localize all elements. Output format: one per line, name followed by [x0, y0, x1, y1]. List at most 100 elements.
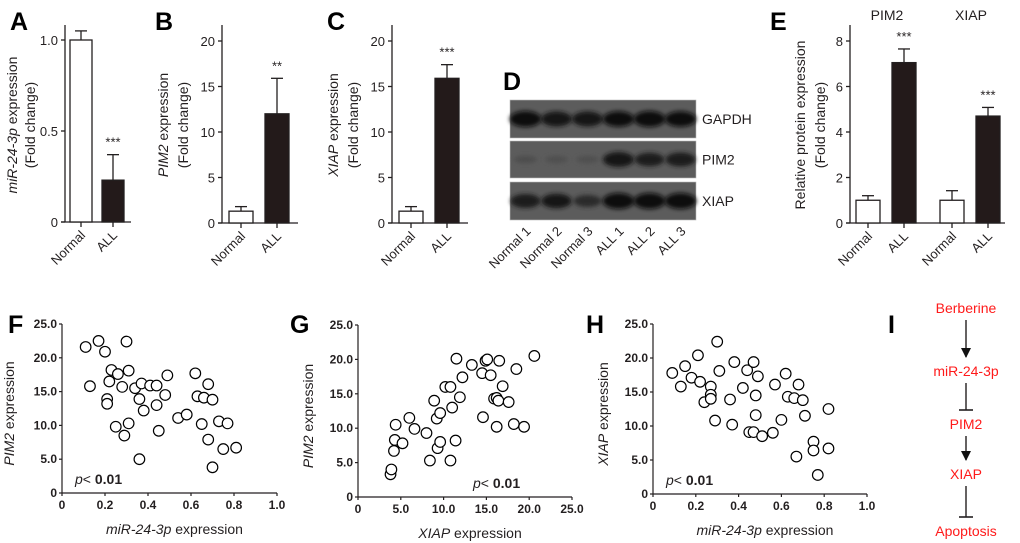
data-point: [99, 345, 111, 358]
bar-normal: [398, 210, 424, 224]
x-axis-label: XIAP expression: [417, 525, 522, 541]
blot-band: [513, 155, 538, 164]
y-axis-label-rest: expression: [595, 362, 611, 434]
y-tick-label: 20.0: [330, 352, 354, 366]
data-point: [84, 380, 96, 393]
panel-letter: F: [8, 311, 23, 339]
y-axis-label-italic: PIM2: [300, 435, 316, 468]
y-axis-label-line2: (Fold change): [175, 82, 191, 168]
x-tick-label: 5.0: [392, 502, 409, 516]
y-axis-label: Relative protein expression: [792, 41, 808, 210]
data-point: [741, 364, 754, 377]
p-symbol: p: [472, 475, 481, 491]
arrowhead-icon: [961, 348, 971, 358]
y-tick-label: 4: [836, 125, 843, 140]
y-tick-label: 25.0: [625, 317, 649, 331]
panel-letter: B: [155, 8, 173, 36]
x-tick-label: Normal: [378, 228, 418, 268]
data-point: [799, 409, 811, 422]
p-value: 0.01: [493, 475, 520, 491]
y-tick-label: 15: [371, 80, 385, 95]
data-point: [434, 407, 447, 419]
y-tick-label: 25.0: [330, 318, 354, 332]
significance-stars: ***: [105, 135, 120, 150]
data-point: [713, 365, 726, 377]
bar-all: [264, 113, 290, 224]
y-tick-label: 20: [201, 34, 215, 49]
data-point: [751, 370, 764, 383]
y-axis-label: XIAP expression: [595, 362, 611, 467]
blot-band: [602, 111, 635, 127]
data-point: [206, 461, 219, 474]
x-tick-label: Normal: [48, 227, 88, 267]
data-point: [796, 394, 809, 407]
y-tick-label: 0.5: [40, 124, 58, 139]
y-tick-label: 0: [641, 487, 648, 501]
data-point: [790, 450, 803, 463]
y-tick-label: 0: [378, 216, 385, 231]
data-point: [510, 363, 523, 375]
y-tick-label: 10: [201, 125, 215, 140]
x-tick-label: 0.2: [97, 498, 114, 512]
x-tick-label: 0: [355, 502, 362, 516]
y-axis-label: PIM2 expression: [300, 364, 316, 468]
x-axis-label-italic: miR-24-3p: [697, 522, 763, 538]
bar-chart-panel-C: C 0 5 10 15 20 XIAP expression (Fold change) Nor…: [325, 8, 468, 269]
data-point: [674, 380, 687, 393]
data-point: [120, 335, 133, 348]
data-point: [822, 403, 835, 415]
y-tick-label: 0: [208, 216, 215, 231]
bar-normal: [939, 199, 965, 224]
y-axis-label: PIM2 expression: [1, 361, 17, 465]
data-point: [109, 420, 122, 433]
bar-all: [975, 115, 1001, 224]
y-tick-label: 0: [51, 215, 58, 230]
data-point: [150, 379, 163, 392]
data-point: [807, 444, 820, 457]
bar-normal: [228, 210, 254, 224]
data-point: [493, 354, 506, 367]
y-axis-label-rest: Relative protein expression: [792, 41, 808, 210]
y-tick-label: 10.0: [34, 418, 58, 432]
data-point: [424, 454, 436, 467]
data-point: [116, 380, 129, 393]
y-axis-label-rest: expression: [4, 57, 20, 129]
data-point: [202, 378, 215, 391]
significance-stars: ***: [980, 87, 995, 102]
data-point: [161, 369, 174, 382]
scatter-panel-H: H 0 5.0 10.0 15.0 20.0 25.0 0 0.2 0.4 0.6 0.8 1.0 miR…: [586, 311, 876, 538]
y-axis-label-italic: XIAP: [595, 433, 611, 467]
y-tick-label: 5: [208, 171, 215, 186]
y-tick-label: 8: [836, 34, 843, 49]
p-operator: <: [674, 472, 686, 488]
data-point: [749, 389, 762, 402]
y-tick-label: 0: [50, 486, 57, 500]
blot-band: [603, 152, 634, 167]
x-tick-label: ALL: [257, 229, 284, 256]
blot-band: [575, 155, 600, 164]
data-point: [206, 393, 219, 406]
blot-band: [664, 193, 697, 209]
lane-label: ALL 3: [654, 224, 688, 258]
data-point: [477, 411, 489, 424]
data-point: [420, 427, 433, 439]
data-point: [122, 364, 135, 377]
panel-letter: D: [503, 68, 521, 96]
blot-band: [544, 155, 569, 164]
blot-band: [541, 111, 572, 127]
x-tick-label: ALL: [884, 229, 911, 256]
y-axis-label-line2: (Fold change): [22, 82, 38, 168]
data-point: [736, 382, 749, 394]
data-point: [666, 367, 679, 379]
lane-label: ALL 2: [623, 224, 657, 258]
bar-all: [101, 179, 125, 223]
p-value-annotation: p< 0.01: [472, 475, 520, 491]
data-point: [230, 441, 243, 454]
data-point: [490, 420, 503, 433]
y-tick-label: 2: [836, 171, 843, 186]
y-axis-label-rest: expression: [155, 73, 171, 145]
data-point: [180, 408, 193, 421]
data-point: [444, 454, 457, 467]
significance-stars: ***: [439, 45, 454, 60]
